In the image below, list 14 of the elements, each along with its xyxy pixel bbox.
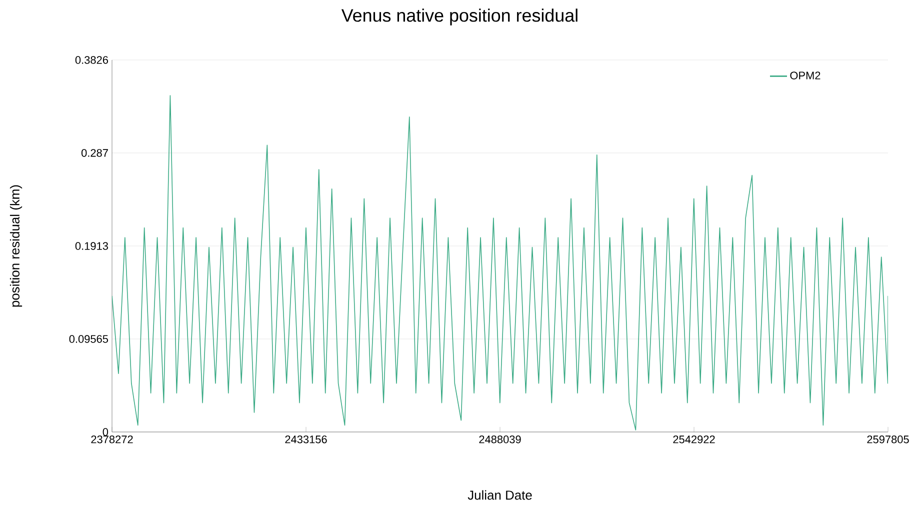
x-axis-title: Julian Date [468, 490, 532, 500]
x-tick-label: 2542922 [673, 436, 715, 444]
legend-label: OPM2 [790, 72, 820, 80]
y-tick-label: 0.287 [81, 149, 108, 157]
chart-title: Venus native position residual [341, 8, 578, 26]
y-tick-label: 0.1913 [75, 242, 108, 250]
y-tick-label: 0 [102, 428, 108, 436]
y-axis-title: position residual (km) [10, 185, 22, 307]
y-tick-label: 0.09565 [69, 335, 108, 343]
x-tick-label: 2433156 [285, 436, 327, 444]
x-tick-label: 2488039 [479, 436, 521, 444]
y-tick-label: 0.3826 [75, 56, 108, 64]
x-tick-label: 2378272 [91, 436, 133, 444]
x-tick-label: 2597805 [867, 436, 909, 444]
